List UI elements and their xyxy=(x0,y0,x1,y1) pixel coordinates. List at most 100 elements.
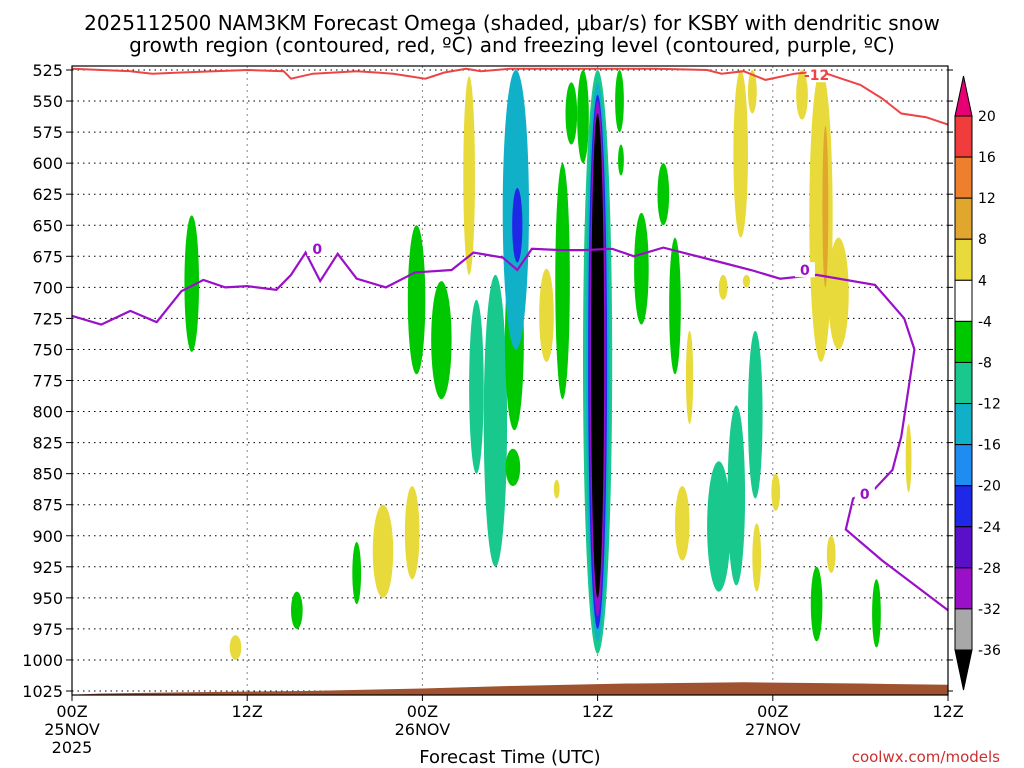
dgz-contour-label: -12 xyxy=(804,68,829,84)
omega-cell xyxy=(657,163,670,226)
y-tick-label: 750 xyxy=(32,340,63,359)
colorbar-legend: 20 16 12 8 4 -4 -8 -12 -16 -20 -24 -28 -32 -36 xyxy=(954,75,1001,691)
omega-cell xyxy=(469,299,484,474)
x-tick-label: 27NOV xyxy=(745,720,801,739)
omega-cell xyxy=(184,215,200,352)
colorbar-label: 12 xyxy=(978,191,996,207)
colorbar-label: -36 xyxy=(978,643,1001,659)
y-tick-label: 900 xyxy=(32,527,63,546)
colorbar-box xyxy=(954,403,973,446)
omega-cell xyxy=(229,635,242,660)
y-tick-label: 1025 xyxy=(22,682,63,701)
colorbar-box xyxy=(954,361,973,405)
colorbar-box xyxy=(954,238,973,281)
omega-cell xyxy=(553,479,560,499)
y-tick-label: 700 xyxy=(32,278,63,297)
omega-cell xyxy=(905,423,912,493)
colorbar-box xyxy=(954,485,973,528)
freezing-contour-label: 0 xyxy=(312,242,322,258)
omega-cell xyxy=(483,274,508,567)
x-tick-label: 26NOV xyxy=(395,720,451,739)
omega-cell xyxy=(810,566,823,642)
y-tick-label: 825 xyxy=(32,434,63,453)
omega-cell xyxy=(826,535,836,574)
colorbar-box xyxy=(954,197,973,240)
colorbar-box xyxy=(954,156,973,199)
colorbar-label: -28 xyxy=(978,561,1001,577)
y-tick-label: 775 xyxy=(32,372,63,391)
omega-cell xyxy=(463,76,475,275)
omega-cell xyxy=(872,579,881,648)
omega-cell xyxy=(431,281,452,400)
colorbar-box xyxy=(954,279,973,322)
y-tick-label: 525 xyxy=(32,61,63,80)
omega-cell xyxy=(372,504,394,598)
colorbar-bottom-arrow xyxy=(954,649,973,691)
y-tick-label: 850 xyxy=(32,465,63,484)
y-tick-label: 875 xyxy=(32,496,63,515)
colorbar-label: 20 xyxy=(978,109,996,125)
omega-cell xyxy=(555,163,570,400)
omega-cell xyxy=(771,473,781,511)
omega-cell xyxy=(291,591,303,629)
colorbar-label: 8 xyxy=(978,232,987,248)
chart-title-line1: 2025112500 NAM3KM Forecast Omega (shaded… xyxy=(84,11,940,35)
freezing-level-contour-line xyxy=(72,246,948,612)
omega-cell xyxy=(634,212,649,325)
colorbar-box xyxy=(954,444,973,487)
freezing-contour-label: 0 xyxy=(800,263,810,279)
y-tick-label: 625 xyxy=(32,185,63,204)
y-tick-label: 600 xyxy=(32,154,63,173)
y-tick-label: 575 xyxy=(32,123,63,142)
terrain-fill xyxy=(72,682,948,695)
omega-cell xyxy=(752,523,762,592)
omega-cell xyxy=(747,330,763,499)
colorbar-box xyxy=(954,608,973,651)
colorbar-box xyxy=(954,320,973,363)
y-axis: 525 550 575 600 625 650 675 700 725 750 775 800 825 8… xyxy=(22,61,953,701)
freezing-contour-label-bg xyxy=(307,241,328,257)
omega-cell xyxy=(809,70,833,362)
freezing-contour-label-bg xyxy=(854,485,875,501)
omega-cell xyxy=(822,125,829,288)
dgz-contour-line xyxy=(72,67,948,126)
x-tick-label: 00Z xyxy=(757,702,788,721)
y-tick-label: 975 xyxy=(32,620,63,639)
y-tick-label: 675 xyxy=(32,247,63,266)
omega-cell xyxy=(828,237,849,350)
y-tick-label: 725 xyxy=(32,309,63,328)
plot-area: -12 0 0 0 xyxy=(71,65,949,696)
colorbar-top-arrow xyxy=(954,75,973,117)
omega-cell xyxy=(565,82,578,145)
y-tick-label: 1000 xyxy=(22,651,63,670)
colorbar-label: -12 xyxy=(978,397,1001,413)
omega-cell xyxy=(733,70,748,238)
omega-cell xyxy=(591,113,605,598)
x-tick-label: 25NOV xyxy=(44,720,100,739)
omega-cell xyxy=(618,144,624,176)
x-tick-label: 12Z xyxy=(232,702,263,721)
colorbar-box xyxy=(954,567,973,610)
omega-cell xyxy=(799,76,805,95)
chart-title-line2: growth region (contoured, red, ºC) and f… xyxy=(129,33,895,57)
omega-cell xyxy=(512,187,523,263)
omega-cell xyxy=(407,225,426,375)
omega-cell xyxy=(539,268,554,362)
colorbar-label: -16 xyxy=(978,438,1001,454)
omega-cell xyxy=(718,274,728,300)
colorbar-box xyxy=(954,115,973,158)
omega-cell xyxy=(707,461,731,592)
colorbar-box xyxy=(954,526,973,569)
y-tick-label: 800 xyxy=(32,403,63,422)
x-tick-label: 12Z xyxy=(582,702,613,721)
x-tick-label: 12Z xyxy=(932,702,963,721)
omega-cell xyxy=(685,330,694,424)
y-tick-label: 650 xyxy=(32,216,63,235)
x-tick-label: 2025 xyxy=(52,738,93,757)
credit-text: coolwx.com/models xyxy=(852,748,1000,766)
omega-cell xyxy=(674,486,690,561)
plot-inner: -12 0 0 0 xyxy=(72,66,948,695)
y-tick-label: 950 xyxy=(32,589,63,608)
